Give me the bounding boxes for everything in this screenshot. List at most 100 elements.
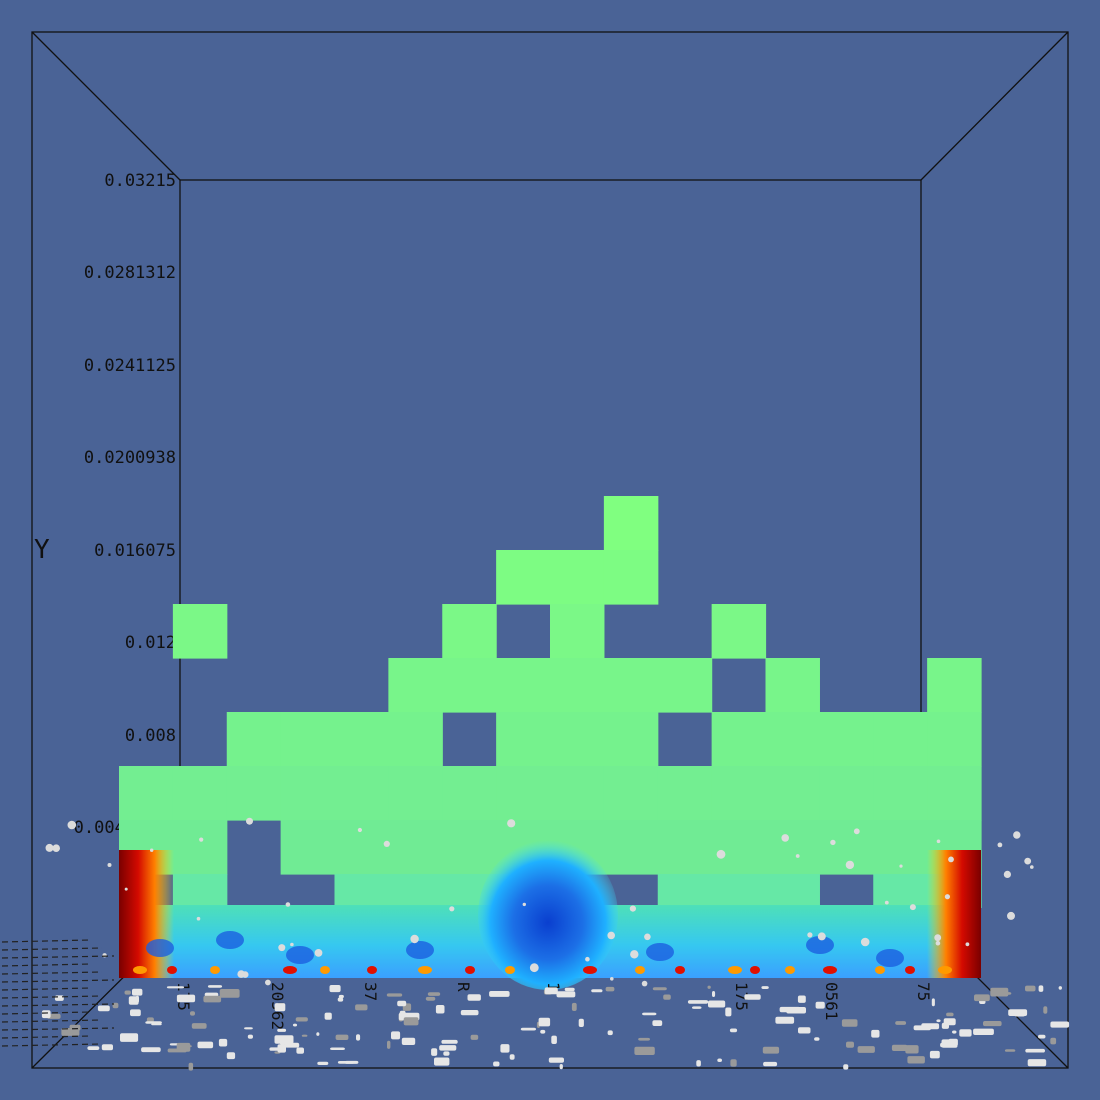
particle	[337, 997, 344, 1002]
cold-spot	[286, 946, 314, 964]
x-tick-label: 1	[544, 982, 563, 992]
particle	[931, 998, 935, 1007]
hot-left-wall	[119, 850, 174, 978]
particle	[884, 900, 889, 905]
particle	[176, 994, 196, 1003]
field-cell	[765, 874, 820, 908]
field-cell	[927, 766, 982, 821]
particle	[356, 1034, 361, 1041]
particle	[1008, 1009, 1028, 1016]
particle	[1025, 985, 1036, 992]
particle	[1024, 857, 1032, 865]
particle	[891, 1044, 908, 1051]
particle	[107, 863, 112, 867]
outer-box-face	[31, 31, 1069, 1069]
particle	[591, 989, 603, 993]
field-cell	[388, 766, 443, 821]
particle	[1038, 985, 1044, 992]
field-cell	[334, 766, 389, 821]
field-cell	[819, 766, 874, 821]
particle	[907, 1056, 925, 1064]
particle	[132, 988, 143, 996]
particle	[188, 1062, 194, 1071]
particle	[559, 1064, 563, 1070]
particle	[538, 1017, 551, 1027]
cold-spot	[146, 939, 174, 957]
particle	[934, 934, 942, 942]
particle	[391, 1031, 401, 1040]
particle	[296, 1047, 304, 1054]
field-cell	[226, 766, 282, 821]
streak-line	[1, 979, 115, 983]
box-edge-top-left	[31, 31, 181, 181]
particle	[779, 1006, 801, 1013]
particle	[500, 1044, 510, 1053]
particle	[909, 904, 916, 911]
particle	[410, 934, 419, 944]
field-cell	[603, 496, 659, 551]
particle	[509, 1054, 515, 1060]
field-cell	[603, 766, 659, 821]
particle	[244, 1027, 253, 1030]
field-cell	[172, 820, 228, 875]
particle	[112, 1002, 119, 1009]
particle	[846, 1041, 854, 1048]
field-cell	[334, 874, 389, 908]
x-axis-ticks: 1752056237R1175056175	[174, 982, 933, 1030]
field-cell	[657, 658, 713, 713]
particle	[176, 1042, 191, 1052]
field-cell	[711, 712, 767, 767]
particle	[397, 1000, 407, 1007]
particle	[435, 1005, 445, 1014]
particle	[814, 1037, 820, 1041]
streak-line	[1, 987, 91, 991]
particle	[997, 842, 1003, 848]
particle	[124, 887, 128, 891]
field-cell	[496, 658, 551, 713]
hot-spot	[583, 966, 597, 974]
streak-line	[1, 939, 91, 943]
particle	[965, 942, 970, 947]
particle	[1050, 1021, 1070, 1028]
particle	[712, 991, 716, 997]
field-cell	[657, 766, 713, 821]
particle	[744, 994, 761, 1000]
field-cell	[603, 820, 659, 875]
particle	[540, 1029, 546, 1034]
particle	[355, 1004, 368, 1011]
particle	[642, 1012, 657, 1016]
streak-line	[1, 963, 91, 967]
particle	[241, 971, 249, 978]
particle	[460, 1010, 479, 1016]
field-cell	[550, 712, 605, 767]
streak-line	[1, 995, 103, 999]
streak-line	[1, 971, 103, 975]
particle	[124, 990, 131, 995]
particle	[274, 1035, 294, 1044]
y-axis-ticks: 0.03215 0.0281312 0.0241125 0.0200938 0.0160…	[74, 171, 176, 838]
field-cell	[765, 712, 820, 767]
particle	[607, 931, 615, 940]
particle	[630, 950, 639, 959]
particle	[1030, 865, 1034, 869]
particle	[652, 987, 667, 991]
particle	[67, 820, 77, 830]
y-axis-label: Y	[34, 535, 50, 565]
particle	[944, 894, 951, 900]
particle	[166, 986, 185, 989]
particle	[146, 1017, 154, 1023]
field-cell	[711, 874, 767, 908]
x-tick-label: 0561	[822, 982, 841, 1021]
particle	[431, 1048, 438, 1056]
particle	[101, 1044, 113, 1051]
cold-core-region	[478, 840, 618, 990]
field-cell	[550, 766, 605, 821]
particle	[41, 1010, 51, 1019]
particle	[135, 995, 139, 1003]
particle	[1058, 986, 1062, 990]
streak-line	[1, 955, 115, 959]
field-cell	[388, 820, 443, 875]
particle	[973, 1028, 994, 1035]
cold-spot	[406, 941, 434, 959]
